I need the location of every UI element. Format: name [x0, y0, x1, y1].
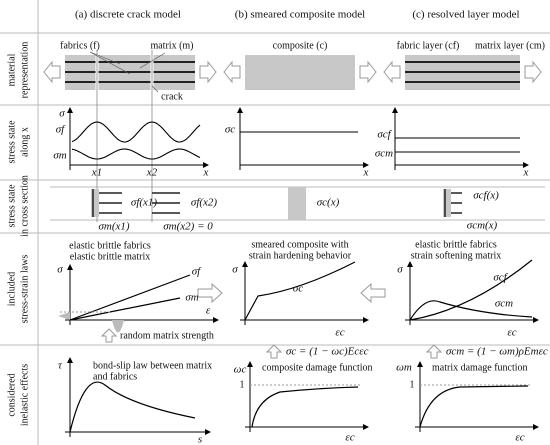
axes-along-x: [67, 107, 529, 170]
row-label: considered: [6, 373, 17, 416]
label: ωc: [234, 364, 247, 376]
label: fabric layer (cf): [397, 40, 460, 51]
material-a: [43, 50, 217, 222]
label: strain hardening behavior: [249, 250, 352, 261]
label: σcm: [495, 298, 513, 310]
label: σc: [293, 283, 303, 295]
label: x1: [91, 167, 102, 179]
label: elastic brittle matrix: [70, 251, 151, 262]
row-label: along x: [19, 127, 30, 157]
label: composite damage function: [262, 362, 373, 373]
label: matrix (m): [150, 40, 193, 51]
row-label: material: [6, 53, 17, 86]
material-c: [383, 55, 542, 90]
column-header: (b) smeared composite model: [235, 9, 365, 21]
row-label: included: [6, 272, 17, 306]
label: x: [363, 167, 369, 179]
label: σ: [59, 108, 65, 120]
material-b: [223, 55, 377, 90]
column-header: (c) resolved layer model: [412, 9, 519, 21]
stress-strain-plots: [58, 259, 539, 343]
label: random matrix strength: [120, 330, 214, 341]
label: smeared composite with: [251, 239, 348, 250]
label: matrix layer (cm): [475, 40, 545, 51]
label: σc: [225, 124, 235, 136]
row-label: in cross section: [19, 175, 30, 237]
label: s: [198, 434, 202, 445]
label: τ: [58, 360, 63, 372]
label: σcm(x): [467, 220, 498, 232]
inelastic-plots: [65, 344, 539, 437]
label: bond-slip law between matrix: [93, 360, 212, 371]
label: strain softening matrix: [411, 250, 502, 261]
label: σf: [56, 124, 66, 136]
label: σ: [397, 264, 403, 276]
label: σc(x): [317, 197, 340, 209]
label: σm: [53, 150, 66, 162]
label: σf: [192, 266, 202, 278]
label: 1: [240, 379, 245, 390]
label: fabrics (f): [60, 40, 100, 51]
label: εc: [335, 327, 344, 339]
label: σm(x2) = 0: [163, 221, 213, 233]
label: crack: [161, 91, 183, 102]
label: x: [203, 167, 209, 179]
label: σ: [57, 264, 63, 276]
label: x2: [146, 167, 158, 179]
label: σm: [185, 292, 198, 304]
label: εc: [345, 432, 354, 444]
label: composite (c): [273, 40, 328, 51]
label: σc = (1 − ωc)Ecεc: [286, 346, 369, 358]
column-header: (a) discrete crack model: [75, 9, 181, 21]
label: εc: [507, 327, 516, 339]
label: x: [523, 167, 529, 179]
cross-sections: [91, 187, 462, 220]
label: σm(x1): [98, 221, 129, 233]
label: ε: [206, 305, 211, 317]
row-label: inelastic effects: [19, 364, 30, 426]
label: σcm: [375, 148, 393, 160]
row-label: stress state: [6, 120, 17, 164]
label: σ: [232, 264, 238, 276]
label: σf(x2): [191, 197, 218, 209]
row-label: stress-strain laws: [19, 255, 30, 324]
label: matrix damage function: [432, 362, 528, 373]
label: σcf(x): [473, 190, 499, 202]
row-label: stress state: [6, 184, 17, 228]
label: ωm: [396, 362, 412, 374]
label: and fabrics: [93, 371, 137, 382]
label: σcm = (1 − ωm)ρEmεc: [446, 346, 548, 358]
label: elastic brittle fabrics: [69, 240, 151, 251]
label: σcf: [377, 129, 392, 141]
label: σf(x1): [131, 197, 158, 209]
label: 1: [410, 379, 415, 390]
label: σcf: [493, 272, 508, 284]
label: elastic brittle fabrics: [415, 239, 497, 250]
row-label: representation: [19, 42, 30, 99]
label: εc: [515, 432, 524, 444]
